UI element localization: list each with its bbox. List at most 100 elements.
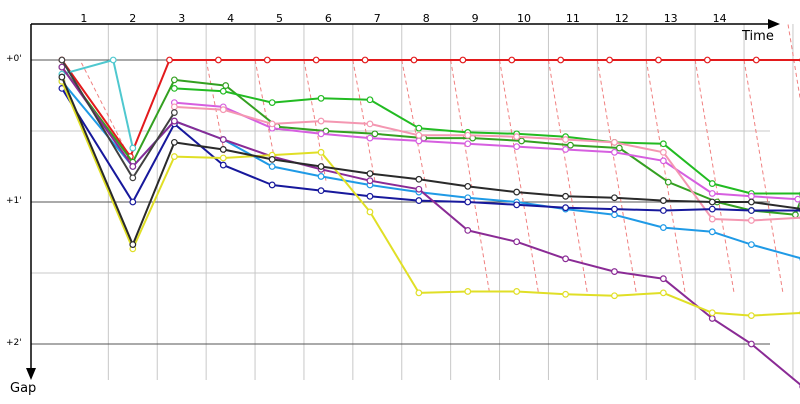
lap-label: 8 [423, 12, 430, 25]
lap-label: 1 [80, 12, 87, 25]
series-point [460, 57, 466, 63]
series-point [318, 118, 324, 124]
series-point [220, 107, 226, 113]
lap-label: 2 [129, 12, 136, 25]
series-point [709, 206, 715, 212]
series-point [661, 198, 667, 204]
series-point [661, 150, 667, 156]
series-point [519, 138, 525, 144]
series-point [318, 174, 324, 180]
series-point [749, 242, 755, 248]
pit-stop-line [255, 60, 275, 159]
series-point [612, 293, 618, 299]
series-point [661, 141, 667, 147]
series-point [709, 316, 715, 322]
series-point [558, 57, 564, 63]
series-point [130, 199, 136, 205]
series-point [318, 131, 324, 137]
y-axis-arrow [26, 368, 36, 380]
series-point [172, 154, 178, 160]
series-point [465, 132, 471, 138]
series-point [514, 289, 520, 295]
series-point [367, 209, 373, 215]
y-tick-label: +1' [6, 196, 22, 206]
series-point [318, 150, 324, 156]
pit-stop-line [500, 60, 539, 294]
series-point [416, 290, 422, 296]
series-point [220, 162, 226, 168]
series-point [749, 199, 755, 205]
series-line [174, 88, 800, 193]
x-axis-title: Time [741, 29, 774, 44]
series-point [514, 134, 520, 140]
series-point [59, 57, 65, 63]
series-point [612, 150, 618, 156]
series-point [130, 164, 136, 170]
series-point [612, 206, 618, 212]
lap-label: 11 [566, 12, 580, 25]
series-point [709, 199, 715, 205]
series-point [661, 276, 667, 282]
pit-stop-line [788, 25, 800, 295]
series-point [514, 189, 520, 195]
lap-label: 7 [374, 12, 381, 25]
series-point [318, 188, 324, 194]
series-point [220, 88, 226, 94]
series-point [269, 100, 275, 106]
pit-stop-line [646, 60, 685, 294]
series-point [416, 176, 422, 182]
series-point [563, 137, 569, 143]
series-point [372, 131, 378, 137]
series-point [656, 57, 662, 63]
series-point [269, 157, 275, 163]
series-point [661, 208, 667, 214]
series-point [749, 313, 755, 319]
series-point [509, 57, 515, 63]
series-point [465, 199, 471, 205]
series-point [362, 57, 368, 63]
series-point [367, 194, 373, 200]
series-point [172, 110, 178, 116]
series-point [367, 178, 373, 184]
series-point [269, 182, 275, 188]
series-point [705, 57, 711, 63]
pit-stop-line [353, 60, 375, 181]
series-point [749, 208, 755, 214]
series-point [172, 104, 178, 110]
series-point [220, 137, 226, 143]
series-point [367, 97, 373, 103]
series-point [416, 198, 422, 204]
y-tick-label: +2' [6, 338, 22, 348]
series-point [753, 57, 759, 63]
series-point [563, 292, 569, 298]
series-point [563, 147, 569, 153]
series-point [661, 225, 667, 231]
series-point [568, 142, 574, 148]
series-point [709, 310, 715, 316]
lap-label: 10 [517, 12, 531, 25]
series-point [795, 196, 800, 202]
series-point [172, 140, 178, 146]
series-point [220, 155, 226, 161]
series-point [612, 269, 618, 275]
series-point [709, 229, 715, 235]
series-point [313, 57, 319, 63]
x-axis-arrow [768, 19, 780, 29]
y-axis-title: Gap [10, 381, 36, 396]
series-point [465, 228, 471, 234]
series-point [172, 77, 178, 83]
series-point [264, 57, 270, 63]
lap-label: 3 [178, 12, 185, 25]
series-point [465, 141, 471, 147]
series-point [416, 132, 422, 138]
series-point [563, 194, 569, 200]
series-point [367, 135, 373, 141]
series-point [465, 289, 471, 295]
series-point [514, 144, 520, 150]
series-point [216, 57, 222, 63]
series-point [269, 121, 275, 127]
series-point [220, 147, 226, 153]
series-point [416, 186, 422, 192]
lap-label: 4 [227, 12, 234, 25]
series-point [130, 145, 136, 151]
